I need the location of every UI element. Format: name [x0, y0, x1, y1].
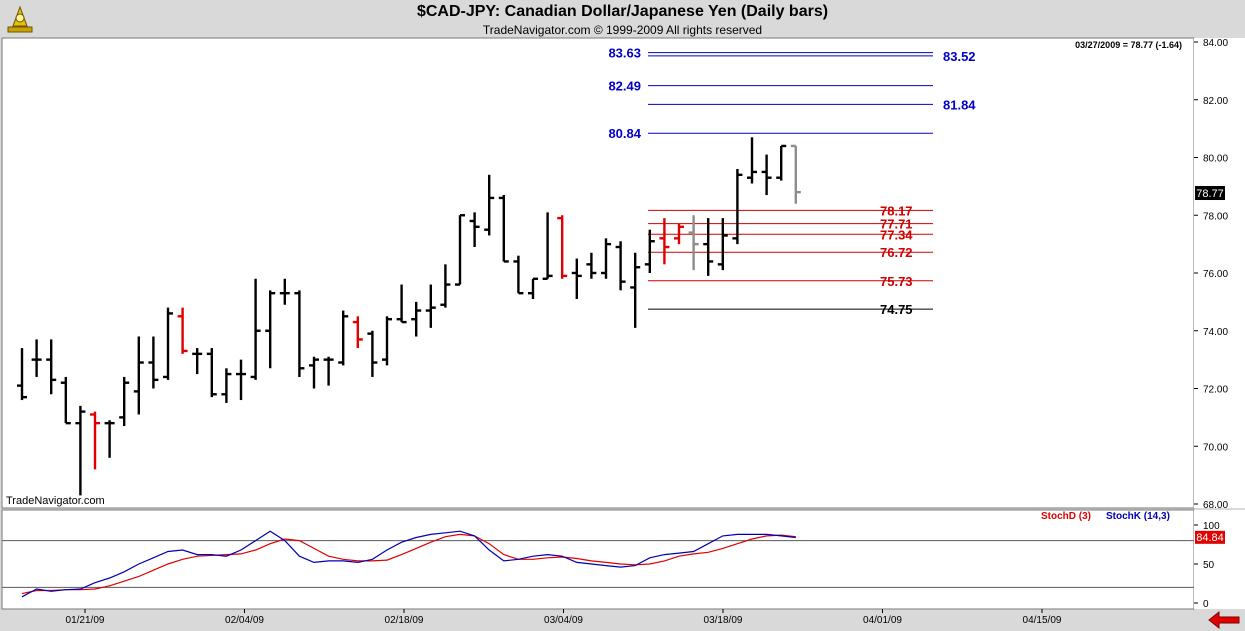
legend-stoch-k: StochK (14,3)	[1106, 511, 1170, 522]
info-label: 03/27/2009 = 78.77 (-1.64)	[1075, 40, 1182, 50]
price-y-axis: 84.00 82.00 80.00 78.00 76.00 74.00 72.00 70.00…	[1194, 38, 1228, 511]
last-price-tag: 78.77	[1195, 186, 1225, 201]
copyright-subtitle: TradeNavigator.com © 1999-2009 All right…	[482, 23, 763, 37]
date-tick-label: 03/18/09	[704, 615, 743, 626]
price-tick-label: 82.00	[1203, 96, 1228, 107]
target-levels: 83.63 83.52 82.49 81.84 80.84 78.1777.7177.34…	[608, 46, 976, 317]
stochastic-series-line	[21, 530, 796, 598]
stochastic-value-tag: 84.84	[1195, 530, 1225, 544]
level-label: 74.75	[880, 302, 913, 317]
back-arrow-icon[interactable]	[1207, 611, 1241, 629]
date-tick-label: 02/04/09	[225, 615, 264, 626]
level-label: 77.71	[880, 217, 913, 232]
level-label: 83.52	[943, 49, 976, 64]
price-tick-label: 84.00	[1203, 38, 1228, 49]
price-tick-label: 72.00	[1203, 385, 1228, 396]
date-tick-label: 02/18/09	[385, 615, 424, 626]
stochastic-last-value: 84.84	[1196, 532, 1224, 544]
level-label: 82.49	[608, 79, 641, 94]
date-axis: 01/21/09 02/04/09 02/18/09 03/04/09 03/18/09…	[66, 609, 1062, 626]
price-tick-label: 74.00	[1203, 327, 1228, 338]
price-tick-label: 80.00	[1203, 154, 1228, 165]
level-label: 83.63	[608, 46, 641, 61]
level-label: 81.84	[943, 97, 976, 112]
level-label: 75.73	[880, 274, 913, 289]
price-axis-strip	[1194, 38, 1245, 508]
price-tick-label: 68.00	[1203, 500, 1228, 511]
stochastic-tick-label: 50	[1203, 560, 1215, 571]
date-tick-label: 01/21/09	[66, 615, 105, 626]
trade-navigator-logo-icon	[7, 5, 33, 33]
price-tick-label: 76.00	[1203, 269, 1228, 280]
stochastic-y-axis: 100 50 0	[1194, 521, 1220, 610]
stochastic-tick-label: 0	[1203, 599, 1209, 610]
price-panel	[1, 37, 1195, 509]
stochastic-panel	[1, 509, 1195, 610]
stochastic-axis-strip	[1194, 510, 1245, 609]
price-tick-label: 78.00	[1203, 211, 1228, 222]
stochastic-lines	[21, 530, 796, 598]
date-tick-label: 04/15/09	[1023, 615, 1062, 626]
level-label: 77.34	[880, 227, 913, 242]
level-label: 80.84	[608, 126, 641, 141]
date-tick-label: 03/04/09	[544, 615, 583, 626]
stochastic-series-line	[21, 533, 796, 595]
level-label: 78.17	[880, 203, 913, 218]
price-bars	[17, 137, 801, 496]
legend-stoch-d: StochD (3)	[1041, 511, 1091, 522]
stochastic-tick-label: 100	[1203, 521, 1220, 532]
date-tick-label: 04/01/09	[863, 615, 902, 626]
last-price-value: 78.77	[1196, 188, 1224, 200]
price-tick-label: 70.00	[1203, 442, 1228, 453]
chart-header: $CAD-JPY: Canadian Dollar/Japanese Yen (…	[0, 0, 1245, 38]
watermark: TradeNavigator.com	[6, 495, 105, 507]
level-label: 76.72	[880, 245, 913, 260]
chart-title: $CAD-JPY: Canadian Dollar/Japanese Yen (…	[416, 3, 829, 20]
